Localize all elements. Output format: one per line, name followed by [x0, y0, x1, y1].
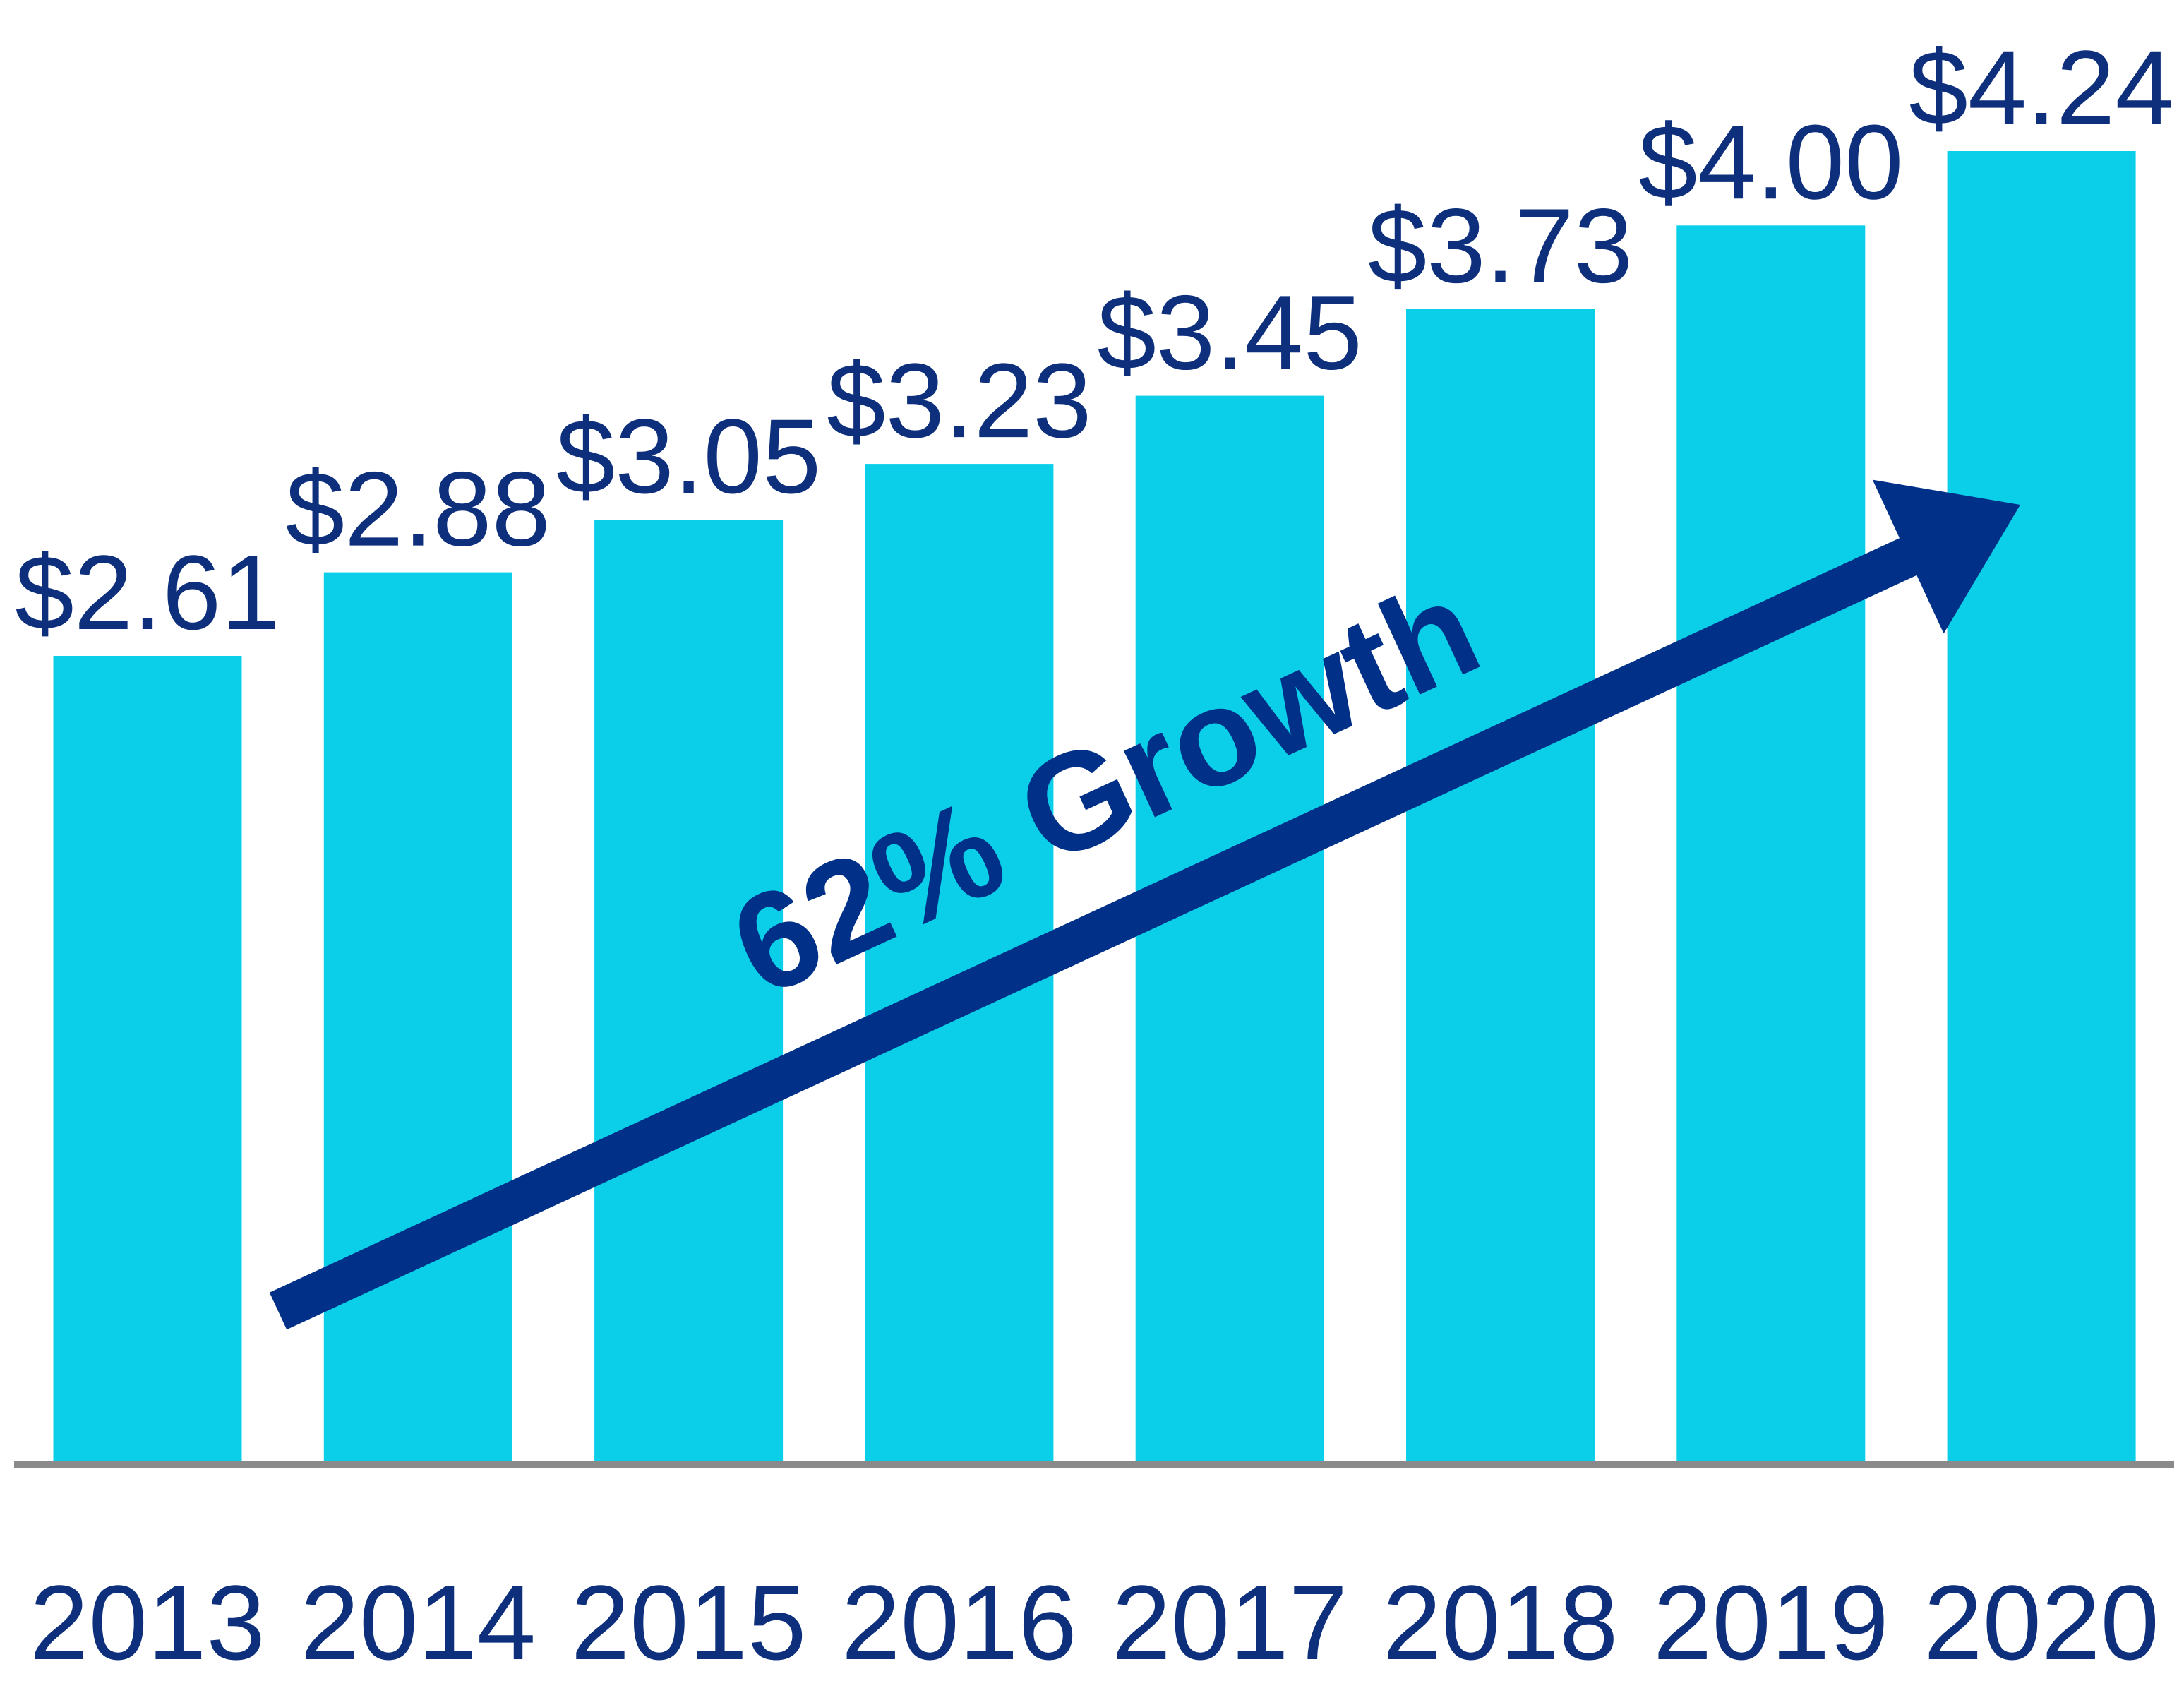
value-label-2013: $2.61	[15, 533, 280, 652]
value-label-2020: $4.24	[1909, 28, 2173, 147]
growth-arrow-shaft	[269, 537, 1919, 1330]
growth-arrow-head	[1872, 479, 2020, 634]
bar-2017	[1135, 395, 1324, 1464]
x-tick-2016: 2016	[841, 1563, 1077, 1682]
bar-2020	[1947, 151, 2136, 1464]
bar-2018	[1406, 309, 1595, 1465]
value-label-2016: $3.23	[827, 341, 1091, 460]
value-label-2018: $3.73	[1368, 186, 1633, 305]
value-label-2017: $3.45	[1098, 273, 1362, 392]
x-tick-2020: 2020	[1924, 1563, 2159, 1682]
value-label-2019: $4.00	[1638, 102, 1903, 221]
x-tick-2014: 2014	[300, 1563, 536, 1682]
x-tick-labels-group: 2013 2014 2015 2016 2017 2018 2019 2020	[30, 1563, 2159, 1682]
value-label-2014: $2.88	[286, 450, 551, 568]
x-tick-2019: 2019	[1653, 1563, 1889, 1682]
value-label-2015: $3.05	[556, 397, 821, 515]
x-tick-2013: 2013	[30, 1563, 265, 1682]
value-labels-group: $2.61$2.88 $3.05 $3.23$3.45$3.73$4.00$4.24	[15, 28, 2173, 652]
bar-2015	[594, 520, 784, 1464]
x-tick-2015: 2015	[571, 1563, 807, 1682]
bars-group	[53, 151, 2136, 1465]
bar-2013	[53, 656, 242, 1464]
x-tick-2018: 2018	[1383, 1563, 1619, 1682]
bar-2019	[1676, 225, 1866, 1464]
bar-2014	[323, 572, 512, 1464]
x-tick-2017: 2017	[1112, 1563, 1348, 1682]
